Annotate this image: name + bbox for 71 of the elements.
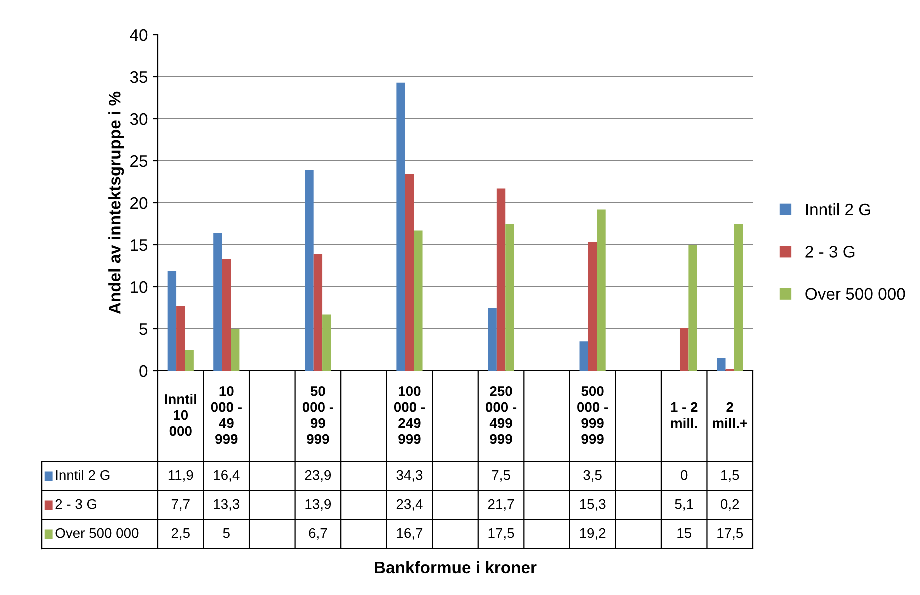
x-tick-label: 2 mill.+ (713, 402, 748, 428)
data-label: 17,5 (488, 528, 514, 540)
data-label: 11,9 (168, 470, 194, 482)
legend-label: 2 - 3 G (806, 246, 855, 258)
data-label: 7,5 (492, 470, 510, 482)
data-label: 21,7 (488, 499, 514, 511)
bar (688, 245, 698, 371)
y-tick-label: 0 (140, 365, 148, 378)
y-tick-label: 25 (130, 155, 148, 168)
bar (322, 314, 332, 371)
legend-label: Inntil 2 G (806, 203, 870, 216)
y-tick-label: 35 (130, 71, 148, 84)
bar (222, 259, 231, 371)
data-label: 15 (678, 528, 692, 538)
y-tick-label: 40 (130, 29, 148, 42)
bar (185, 350, 194, 371)
data-label: 0,2 (721, 499, 740, 511)
y-tick-label: 10 (131, 281, 148, 294)
bar (305, 170, 314, 371)
data-label: 1,5 (722, 470, 740, 482)
data-label: 16,4 (214, 470, 240, 482)
data-label: 23,9 (305, 470, 332, 482)
bar (506, 224, 514, 371)
y-tick-label: 5 (140, 324, 148, 336)
data-label: 15,3 (580, 499, 606, 511)
bar (597, 210, 606, 371)
legend-label: Over 500 000 (806, 288, 906, 300)
data-label: 5,1 (675, 500, 694, 511)
bar (488, 308, 497, 371)
data-label: 23,4 (396, 499, 423, 511)
data-label: 34,3 (396, 470, 423, 482)
data-label: 13,9 (306, 499, 332, 511)
data-label: 3,5 (584, 470, 602, 482)
x-tick-label: 10 000 - 49 999 (211, 386, 242, 444)
text: Over 500 000 (56, 528, 139, 538)
bar (734, 224, 744, 371)
x-tick-label: Inntil 10 000 (165, 394, 196, 436)
bar (168, 271, 177, 371)
data-label: 7,7 (172, 500, 190, 511)
bar (231, 329, 240, 371)
data-label: 5 (223, 528, 230, 538)
x-tick-label: 1 - 2 mill. (671, 402, 698, 428)
bar (214, 233, 222, 371)
x-tick-label: 100 000 - 249 999 (394, 386, 426, 444)
text: Bankformue i kroner (375, 561, 537, 574)
data-label: 2,5 (172, 528, 190, 540)
data-label: 16,7 (397, 528, 423, 540)
bar (496, 188, 506, 371)
bar (680, 328, 689, 371)
bar (405, 174, 414, 371)
x-tick-label: 250 000 - 499 999 (486, 386, 517, 444)
y-tick-label: 30 (130, 113, 148, 126)
data-label: 13,3 (214, 499, 240, 511)
data-label: 6,7 (309, 528, 328, 540)
text: 2 - 3 G (56, 499, 97, 510)
bar (414, 230, 423, 371)
bar (176, 306, 186, 371)
y-tick-label: 15 (131, 240, 148, 252)
data-label: 0 (681, 470, 688, 480)
bar (717, 358, 726, 371)
y-tick-label: 20 (130, 197, 148, 210)
bar (396, 82, 406, 371)
data-label: 17,5 (718, 528, 744, 540)
bar (588, 242, 598, 371)
x-tick-label: 500 000 - 999 999 (578, 386, 608, 444)
bar (314, 254, 323, 371)
text: Inntil 2 G (56, 470, 110, 480)
data-label: 19,2 (580, 528, 606, 540)
y-axis-title: Andel av inntektsgruppe i % (108, 92, 124, 314)
bar (580, 342, 588, 371)
x-tick-label: 50 000 - 99 999 (302, 386, 334, 444)
